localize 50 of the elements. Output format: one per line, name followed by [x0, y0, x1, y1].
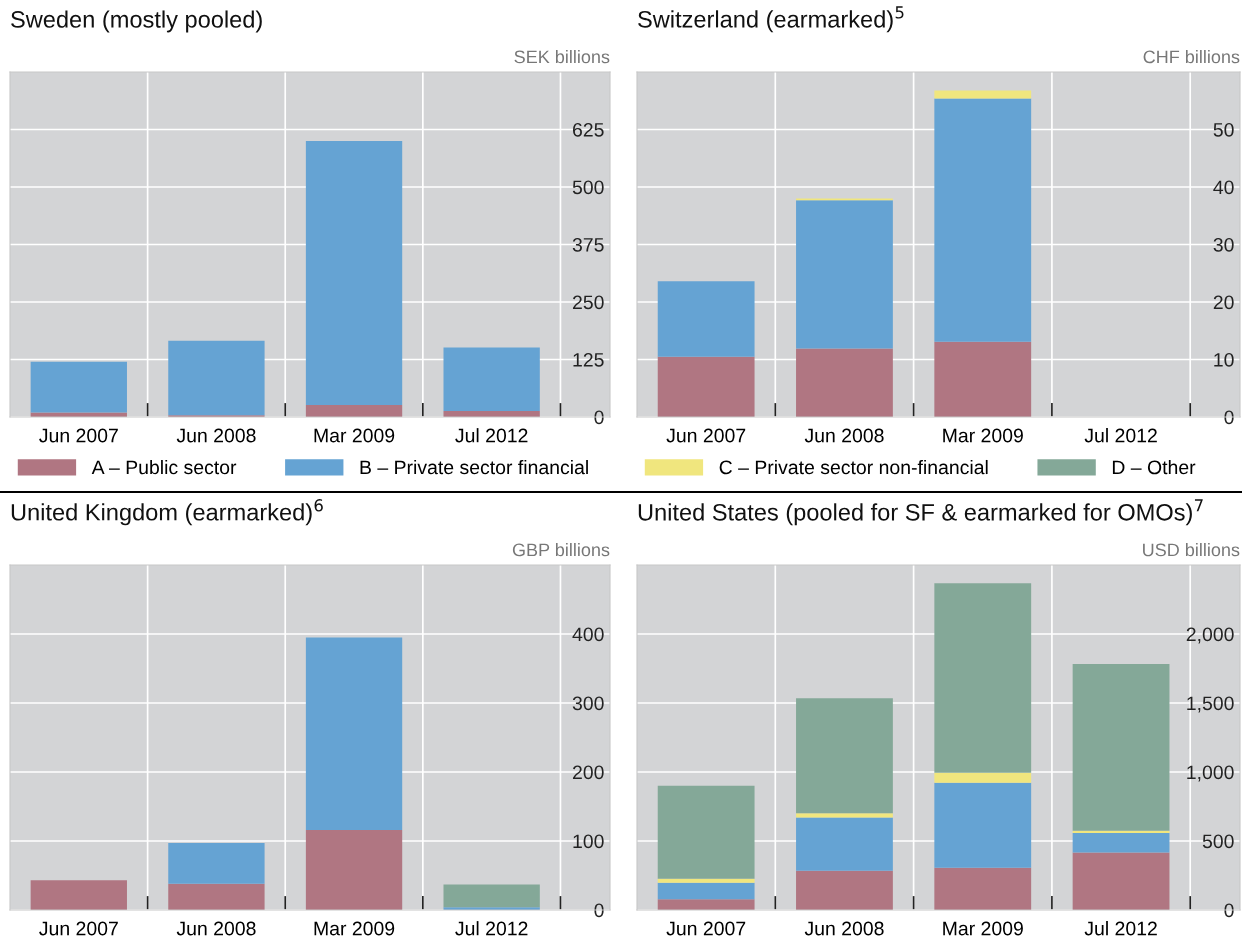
- x-tick-label: Jun 2007: [666, 921, 746, 936]
- x-tick-label: Jun 2007: [39, 428, 118, 443]
- y-tick-label: 20: [1213, 295, 1234, 310]
- y-tick-label: 200: [572, 765, 604, 780]
- y-tick-label: 500: [1202, 834, 1234, 849]
- chart-title: United Kingdom (earmarked)$^{6}$: [11, 499, 323, 526]
- y-tick-label: 250: [572, 295, 604, 310]
- x-tick-label: Mar 2009: [314, 921, 395, 936]
- legend-label: D – Other: [1112, 459, 1196, 475]
- y-tick-label: 0: [594, 410, 604, 425]
- chart-title: United States (pooled for SF & earmarked for OMOs)$^{7}$: [638, 499, 1203, 526]
- y-axis-title: USD billions: [1143, 542, 1240, 557]
- y-tick-label: 50: [1213, 122, 1234, 137]
- y-tick-label: 30: [1213, 237, 1234, 252]
- y-axis-title: SEK billions: [514, 49, 610, 64]
- y-tick-label: 1,500: [1187, 696, 1234, 713]
- y-tick-label: 100: [573, 834, 604, 849]
- legend-label: B – Private sector financial: [360, 459, 588, 475]
- y-tick-label: 500: [572, 180, 604, 195]
- x-tick-label: Jun 2008: [804, 921, 884, 936]
- x-tick-label: Jun 2007: [666, 428, 746, 443]
- legend-label: A – Public sector: [91, 459, 237, 475]
- y-tick-label: 2,000: [1186, 627, 1234, 644]
- x-tick-label: Jul 2012: [1084, 921, 1157, 936]
- legend-label: C – Private sector non-financial: [719, 459, 988, 475]
- y-tick-label: 40: [1213, 180, 1234, 195]
- y-tick-label: 0: [1224, 903, 1234, 918]
- x-tick-label: Mar 2009: [943, 921, 1023, 936]
- y-tick-label: 400: [572, 627, 604, 642]
- chart-title: Sweden (mostly pooled): [11, 10, 262, 33]
- x-tick-label: Jun 2007: [39, 921, 118, 936]
- chart-title: Switzerland (earmarked)$^{5}$: [638, 6, 904, 33]
- y-tick-label: 125: [573, 352, 604, 367]
- y-tick-label: 10: [1214, 352, 1234, 367]
- x-tick-label: Mar 2009: [314, 428, 395, 443]
- y-tick-label: 0: [594, 903, 604, 918]
- y-tick-label: 300: [572, 696, 604, 711]
- y-tick-label: 0: [1224, 410, 1234, 425]
- x-tick-label: Jul 2012: [455, 428, 528, 443]
- y-tick-label: 625: [572, 122, 604, 137]
- y-tick-label: 1,000: [1187, 765, 1234, 782]
- x-tick-label: Jul 2012: [1084, 428, 1157, 443]
- x-tick-label: Jul 2012: [455, 921, 528, 936]
- x-tick-label: Jun 2008: [176, 921, 256, 936]
- x-tick-label: Mar 2009: [943, 428, 1023, 443]
- x-tick-label: Jun 2008: [176, 428, 256, 443]
- x-tick-label: Jun 2008: [804, 428, 884, 443]
- y-tick-label: 375: [572, 237, 604, 252]
- y-axis-title: GBP billions: [512, 542, 610, 557]
- y-axis-title: CHF billions: [1143, 49, 1240, 64]
